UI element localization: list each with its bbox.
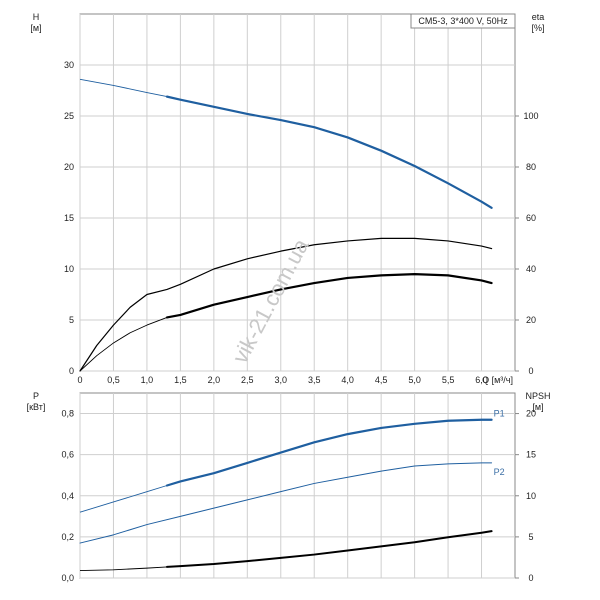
- series-line: [79, 462, 493, 544]
- y-right-tick-label: 80: [526, 162, 536, 172]
- series-line: [79, 237, 493, 372]
- y-left-tick-label: 0,6: [61, 450, 74, 460]
- x-tick-label: 4,0: [341, 375, 354, 385]
- y-right-tick-label: 0: [528, 366, 533, 376]
- y-left-tick-label: 0,8: [61, 409, 74, 419]
- x-tick-label: 1,0: [141, 375, 154, 385]
- series-line-extension: [79, 566, 168, 572]
- model-label-box: [410, 13, 516, 29]
- x-tick-label: 3,0: [275, 375, 288, 385]
- y-right-axis-name: NPSH: [525, 391, 550, 401]
- y-right-axis-unit: [м]: [532, 402, 543, 412]
- y-left-axis-unit: [м]: [30, 23, 41, 33]
- x-tick-label: 2,0: [208, 375, 221, 385]
- plot-frame: [79, 392, 516, 579]
- y-left-tick-label: 10: [64, 264, 74, 274]
- series-line-extension: [79, 485, 168, 513]
- y-left-tick-label: 15: [64, 213, 74, 223]
- series-label: P2: [494, 467, 505, 477]
- x-tick-label: 6,0: [475, 375, 488, 385]
- series-line: [165, 95, 493, 209]
- series-line-extension: [79, 78, 168, 98]
- y-right-tick-label: 60: [526, 213, 536, 223]
- y-left-tick-label: 30: [64, 60, 74, 70]
- y-left-tick-label: 0: [69, 366, 74, 376]
- x-tick-label: 1,5: [174, 375, 187, 385]
- y-right-tick-label: 10: [526, 491, 536, 501]
- y-left-tick-label: 0,4: [61, 491, 74, 501]
- bottom-panel: 0,0 0,2 0,4 0,6 0,8 0 5 10 15 20 P[кВт] NPSH[м] P1 P2: [27, 391, 551, 583]
- y-right-tick-label: 20: [526, 409, 536, 419]
- y-left-axis-name: H: [33, 12, 40, 22]
- y-right-axis-unit: [%]: [531, 23, 544, 33]
- y-right-tick-label: 5: [528, 532, 533, 542]
- y-right-tick-label: 40: [526, 264, 536, 274]
- y-right-tick-label: 100: [523, 111, 538, 121]
- y-right-tick-label: 15: [526, 450, 536, 460]
- top-panel: 0 0,5 1,0 1,5 2,0 2,5 3,0 3,5 4,0 4,5 5,0 5,5 6,0 0 5 1…: [30, 12, 544, 385]
- series-line: [165, 273, 493, 319]
- y-left-tick-label: 25: [64, 111, 74, 121]
- x-tick-label: 0: [77, 375, 82, 385]
- x-axis-label: Q [м³/ч]: [482, 375, 513, 385]
- series-line-extension: [79, 317, 168, 372]
- x-tick-label: 5,5: [442, 375, 455, 385]
- y-left-axis-unit: [кВт]: [27, 402, 46, 412]
- plot-frame: [79, 13, 516, 372]
- x-tick-label: 4,5: [375, 375, 388, 385]
- y-right-tick-label: 20: [526, 315, 536, 325]
- x-tick-label: 2,5: [241, 375, 254, 385]
- y-left-tick-label: 20: [64, 162, 74, 172]
- y-right-axis-name: eta: [532, 12, 545, 22]
- y-left-axis-name: P: [33, 391, 39, 401]
- y-right-tick-label: 0: [528, 573, 533, 583]
- series-label: P1: [494, 409, 505, 419]
- x-tick-label: 0,5: [107, 375, 120, 385]
- x-tick-label: 5,0: [408, 375, 421, 385]
- series-line: [165, 418, 493, 487]
- y-left-tick-label: 5: [69, 315, 74, 325]
- x-tick-label: 3,5: [308, 375, 321, 385]
- model-label: CM5-3, 3*400 V, 50Hz: [418, 16, 508, 26]
- y-left-tick-label: 0,0: [61, 573, 74, 583]
- y-left-tick-label: 0,2: [61, 532, 74, 542]
- series-line: [166, 530, 493, 568]
